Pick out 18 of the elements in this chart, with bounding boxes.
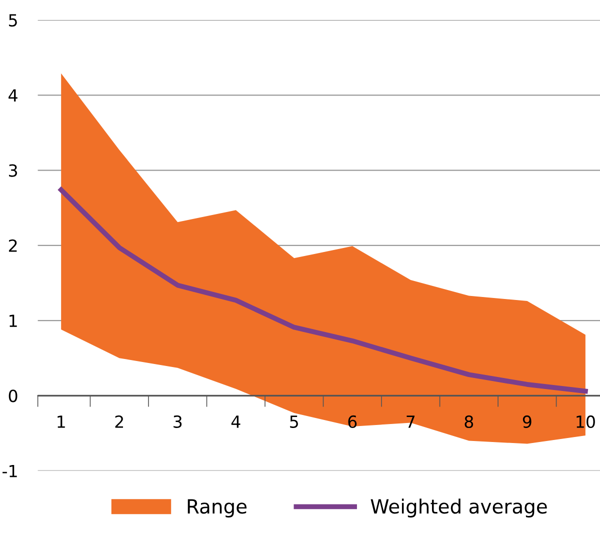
x-tick-label: 8 (464, 415, 474, 428)
y-tick-label: 4 (8, 89, 18, 102)
y-tick-label: 5 (9, 14, 17, 27)
x-tick-label: 1 (58, 416, 65, 428)
x-tick-label: 3 (174, 415, 182, 428)
x-tick-label: 2 (115, 415, 123, 428)
y-tick-label: 0 (8, 390, 18, 402)
legend-label: Weighted average (370, 498, 547, 518)
y-tick-label: 1 (10, 314, 17, 327)
y-tick-label: 2 (8, 239, 17, 252)
x-tick-label: 6 (348, 415, 357, 428)
line-series (58, 187, 588, 394)
y-tick-label: -1 (2, 464, 17, 478)
x-tick-label: 5 (290, 416, 298, 428)
x-tick-label: 4 (231, 416, 240, 428)
legend-label: Range (188, 499, 247, 518)
y-tick-label: 3 (9, 164, 18, 177)
x-tick-label: 9 (522, 415, 532, 428)
